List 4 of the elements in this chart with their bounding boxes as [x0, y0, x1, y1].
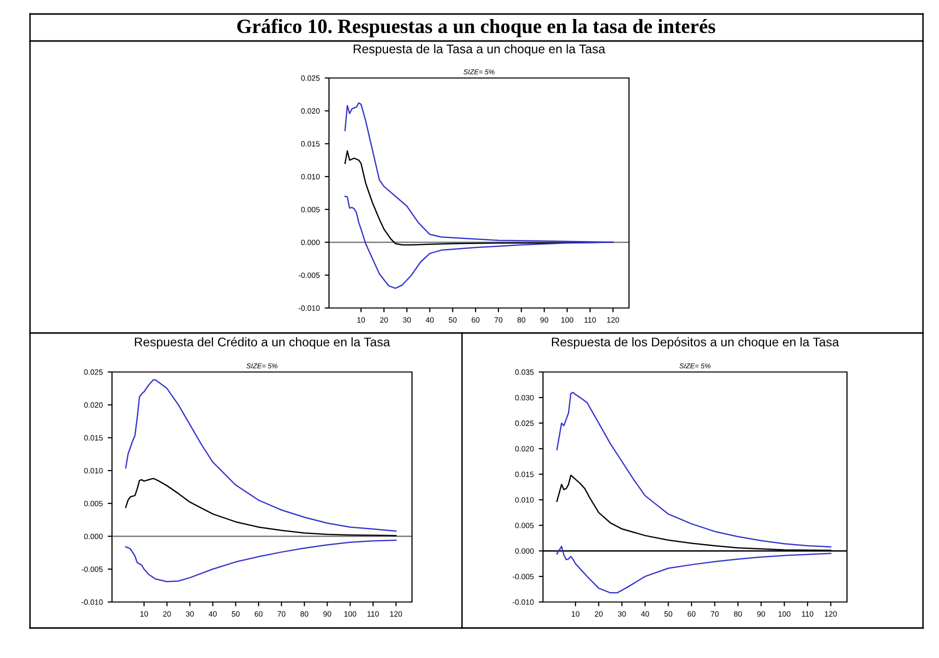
chart-title: Respuesta de la Tasa a un choque en la Tasa [354, 44, 606, 56]
text: Gráfico 10. Respuestas a un choque en la tasa de interés [237, 18, 716, 38]
chart-title: Respuesta de los Depósitos a un choque en la Tasa [552, 337, 840, 349]
chart-title: Respuesta del Crédito a un choque en la Tasa [134, 337, 390, 349]
